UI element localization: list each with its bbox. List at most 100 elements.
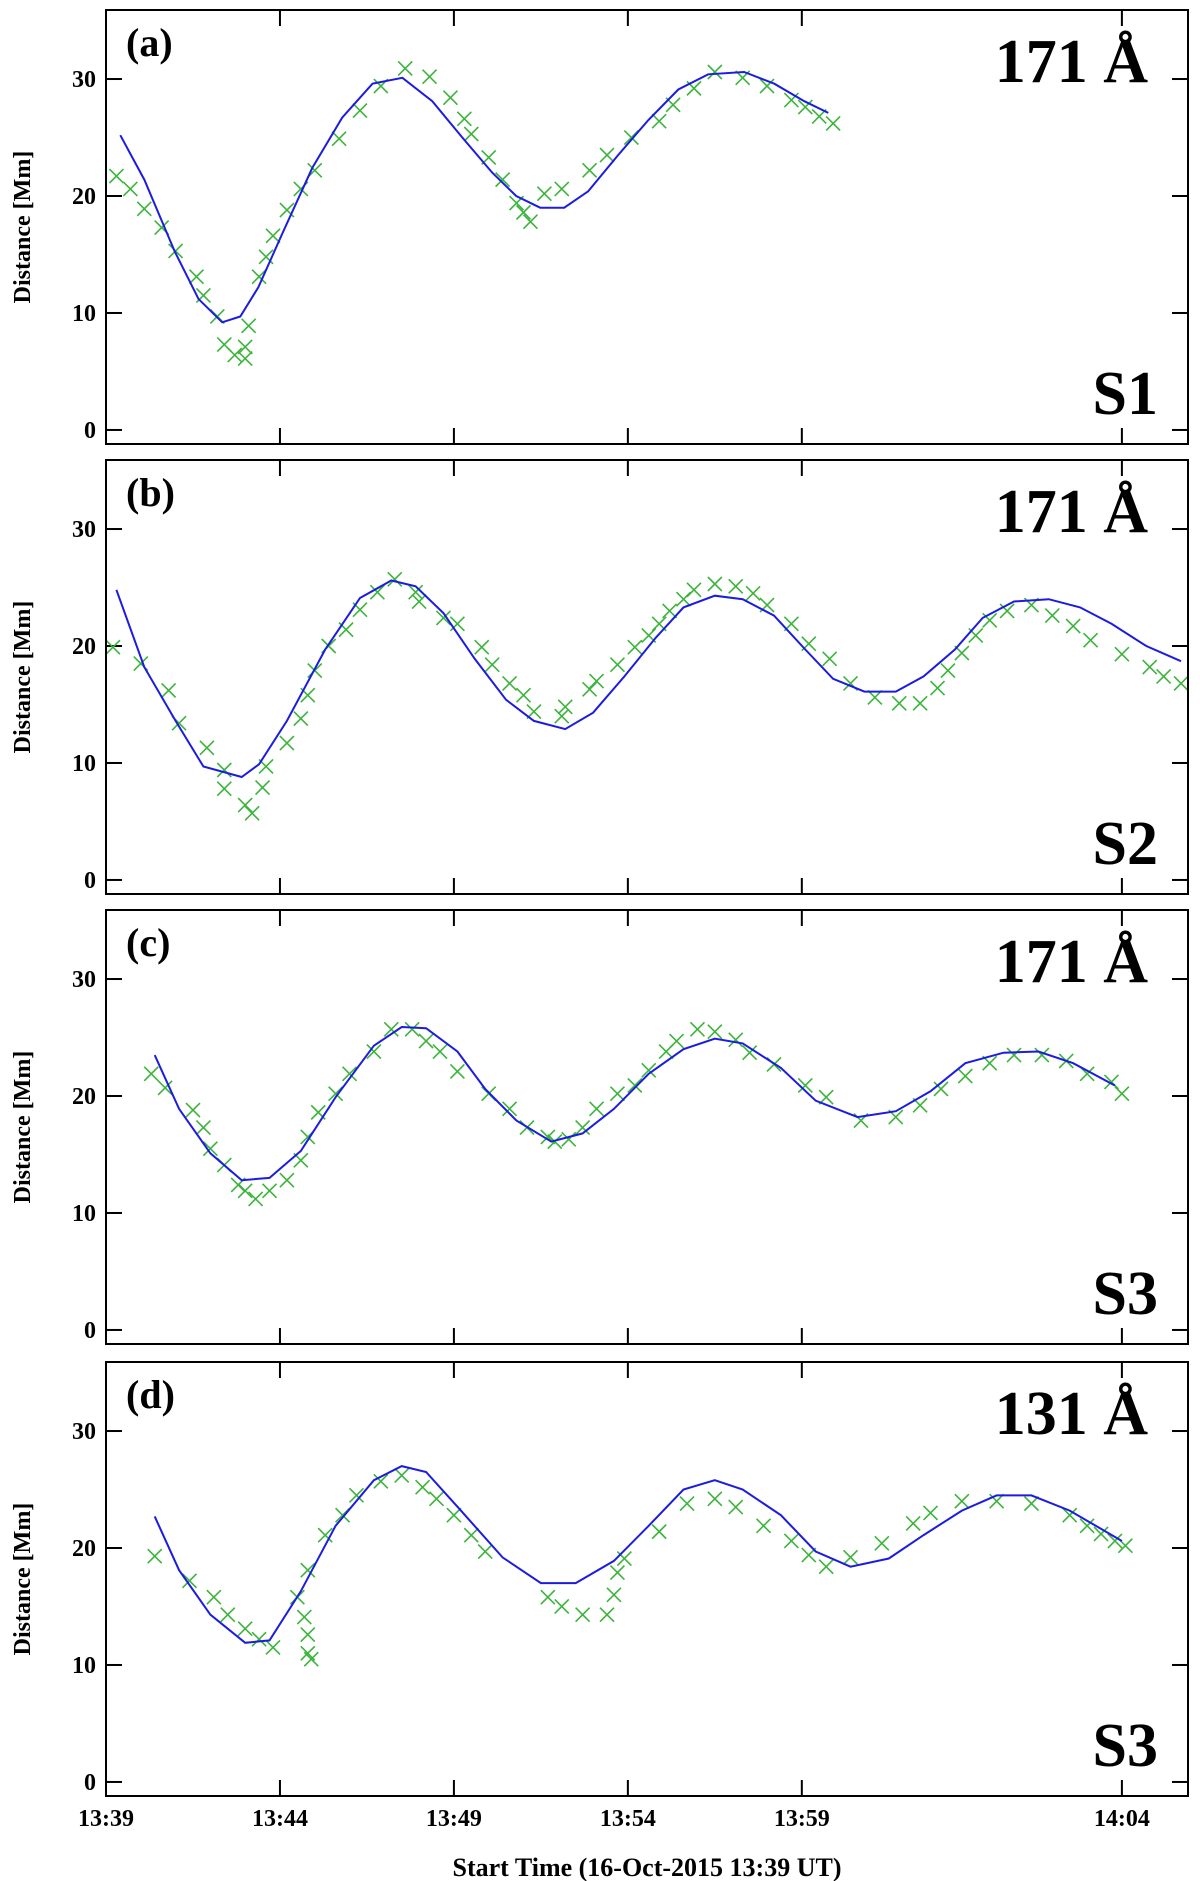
- data-point: [143, 1066, 159, 1082]
- data-point: [557, 699, 573, 715]
- data-point: [369, 584, 385, 600]
- data-point: [679, 1495, 695, 1512]
- data-point: [933, 1081, 949, 1097]
- data-point: [842, 1549, 859, 1565]
- x-tick-label: 13:39: [78, 1806, 134, 1832]
- slit-label: S3: [1093, 1712, 1158, 1780]
- data-point: [912, 695, 928, 711]
- data-point: [474, 639, 490, 655]
- y-tick-label: 10: [72, 1201, 96, 1227]
- data-point: [582, 162, 598, 178]
- data-point: [651, 113, 667, 129]
- data-point: [662, 603, 678, 619]
- data-point: [999, 603, 1015, 619]
- data-point: [435, 610, 452, 626]
- data-point: [251, 269, 267, 285]
- data-point: [237, 1621, 253, 1637]
- data-point: [554, 708, 570, 724]
- data-point: [1083, 632, 1099, 648]
- data-point: [428, 1491, 445, 1507]
- data-point: [707, 1024, 723, 1040]
- data-point: [891, 695, 907, 711]
- data-point: [244, 805, 260, 821]
- y-axis-title: Distance [Mm]: [10, 1503, 36, 1656]
- data-point: [922, 1505, 939, 1521]
- data-point: [1114, 1086, 1130, 1102]
- data-point: [502, 675, 518, 691]
- data-point: [136, 201, 152, 217]
- data-point: [161, 682, 177, 699]
- data-point: [755, 1518, 772, 1534]
- data-point: [415, 1479, 431, 1495]
- data-point: [1114, 646, 1130, 662]
- y-tick-label: 20: [72, 184, 96, 210]
- y-tick-label: 30: [72, 517, 96, 543]
- fit-line: [153, 1025, 1116, 1182]
- data-point: [599, 147, 615, 163]
- data-point: [627, 1077, 643, 1094]
- data-point: [954, 1493, 970, 1509]
- data-point: [822, 651, 838, 667]
- data-point: [484, 657, 500, 673]
- panel-label: (b): [126, 470, 175, 515]
- panel: 0 10 20 30 13:39 13:44 13:49 13:54 13:59 14:04 (d)…: [10, 1361, 1189, 1881]
- panel: 0 10 20 30 (b) 171 Å S2 Distance [Mm]: [10, 459, 1189, 895]
- y-tick-label: 20: [72, 1536, 96, 1562]
- y-axis-title: Distance [Mm]: [10, 151, 36, 304]
- data-point: [540, 1589, 556, 1605]
- data-point: [627, 639, 643, 655]
- data-point: [446, 1507, 462, 1523]
- data-point: [669, 1033, 685, 1049]
- y-tick-label: 30: [72, 67, 96, 93]
- data-point: [251, 1631, 267, 1647]
- data-point: [536, 186, 552, 202]
- data-point: [195, 1120, 211, 1136]
- data-point: [957, 1068, 973, 1084]
- data-point: [408, 584, 424, 600]
- data-point: [1034, 1047, 1050, 1063]
- wavelength-label: 131 Å: [995, 1380, 1149, 1448]
- data-point: [1093, 1526, 1109, 1542]
- data-point: [561, 1131, 577, 1147]
- data-point: [797, 1077, 813, 1094]
- wavelength-label: 171 Å: [995, 28, 1149, 96]
- data-point: [588, 1101, 605, 1117]
- wavelength-label: 171 Å: [995, 928, 1149, 996]
- data-point: [317, 1527, 333, 1543]
- data-point: [728, 1499, 744, 1515]
- data-point: [237, 351, 253, 367]
- data-point: [216, 762, 232, 778]
- data-point: [745, 585, 761, 601]
- data-point: [463, 1527, 479, 1543]
- data-point: [202, 1141, 218, 1157]
- data-point: [588, 673, 605, 689]
- data-point: [641, 1062, 657, 1078]
- y-tick-label: 30: [72, 1419, 96, 1445]
- data-point: [449, 1063, 465, 1079]
- data-point: [1142, 659, 1158, 675]
- data-point: [783, 1533, 799, 1549]
- data-point: [1006, 1047, 1022, 1063]
- data-point: [609, 1565, 625, 1581]
- data-point: [554, 1598, 570, 1615]
- data-point: [1065, 618, 1081, 634]
- data-point: [181, 1573, 198, 1589]
- plot-frame: [105, 459, 1189, 895]
- data-point: [241, 318, 257, 334]
- data-point: [352, 103, 368, 119]
- data-point: [248, 1191, 264, 1207]
- data-point: [463, 126, 479, 142]
- panel-label: (d): [126, 1372, 175, 1417]
- data-point: [237, 1183, 253, 1199]
- data-point: [220, 1607, 236, 1623]
- data-point: [387, 571, 403, 587]
- data-point: [1079, 1518, 1095, 1534]
- data-point: [216, 781, 232, 797]
- data-point: [515, 204, 532, 220]
- data-point: [105, 639, 121, 655]
- data-point: [293, 710, 309, 727]
- data-point: [432, 1043, 448, 1060]
- data-point: [689, 1021, 706, 1037]
- y-axis-title: Distance [Mm]: [10, 1051, 36, 1204]
- wavelength-label: 171 Å: [995, 478, 1149, 546]
